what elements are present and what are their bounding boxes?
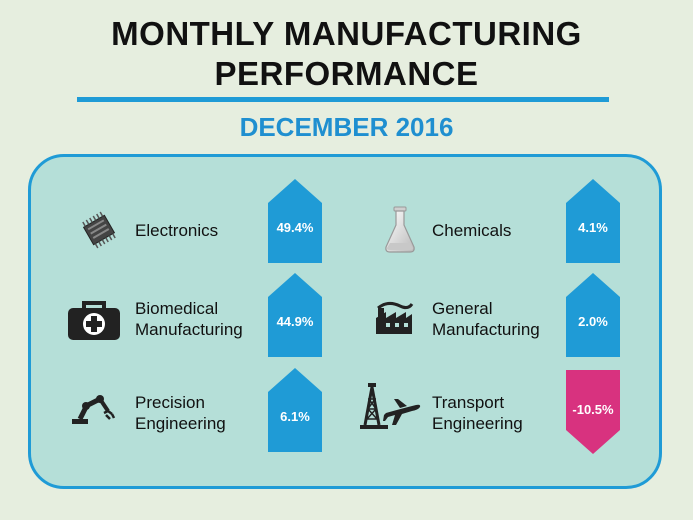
sector-panel — [28, 154, 662, 489]
growth-value-general: 2.0% — [578, 314, 608, 329]
growth-value-chemicals: 4.1% — [578, 220, 608, 235]
growth-arrow-electronics: 49.4% — [268, 179, 322, 263]
growth-arrow-chemicals: 4.1% — [566, 179, 620, 263]
sector-label-precision: Precision Engineering — [135, 393, 226, 433]
growth-arrow-precision: 6.1% — [268, 368, 322, 452]
oil-rig-airplane-icon — [360, 381, 422, 436]
medical-kit-icon — [66, 300, 122, 347]
growth-value-transport: -10.5% — [572, 402, 614, 417]
growth-value-biomedical: 44.9% — [276, 314, 314, 329]
microchip-icon — [78, 209, 120, 256]
title-line-2: PERFORMANCE — [214, 55, 479, 92]
title-line-1: MONTHLY MANUFACTURING — [111, 15, 582, 52]
decline-arrow-transport: -10.5% — [566, 370, 620, 454]
growth-arrow-general: 2.0% — [566, 273, 620, 357]
subtitle: DECEMBER 2016 — [239, 112, 454, 142]
factory-icon — [374, 298, 414, 341]
growth-arrow-biomedical: 44.9% — [268, 273, 322, 357]
sector-label-biomedical: Biomedical Manufacturing — [135, 299, 243, 339]
page-title: MONTHLY MANUFACTURING PERFORMANCE — [0, 14, 693, 94]
sector-label-transport: Transport Engineering — [432, 393, 523, 433]
sector-label-chemicals: Chemicals — [432, 221, 512, 240]
title-divider — [77, 97, 609, 102]
growth-value-precision: 6.1% — [280, 409, 310, 424]
robotic-arm-icon — [70, 393, 118, 430]
sector-label-electronics: Electronics — [135, 221, 219, 240]
flask-icon — [383, 205, 417, 260]
sector-label-general: General Manufacturing — [432, 299, 540, 339]
growth-value-electronics: 49.4% — [276, 220, 314, 235]
